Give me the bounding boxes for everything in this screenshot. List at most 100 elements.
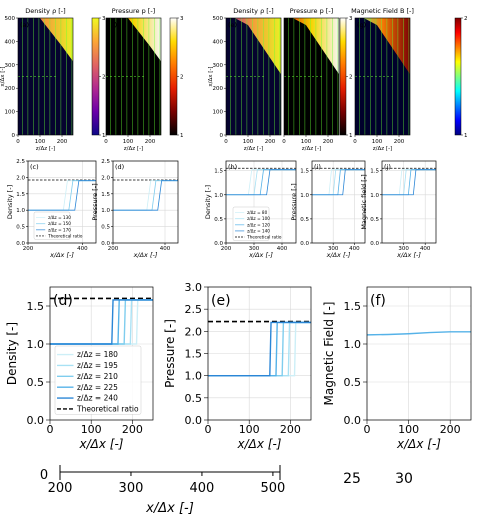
panel-label: (c) (30, 163, 39, 171)
series-line (113, 180, 178, 211)
x-tick-label: 200 (280, 423, 301, 436)
colorbar-tick-label: 2 (102, 75, 106, 81)
bottom-axis-label: x/Δx [-] (145, 501, 194, 516)
profile-panel-h: 200 300 400 x/Δx [-] 0.0 0.5 1.0 1.5 Density [-]… (204, 160, 297, 259)
y-tick-label: 500 (5, 16, 16, 22)
x-tick-label: 0 (353, 139, 357, 145)
x-tick-label: 300 (249, 246, 260, 252)
y-tick-label: 0.0 (370, 241, 379, 247)
y-tick-label: 0 (220, 133, 224, 139)
legend-entry: z/Δz = 240 (77, 394, 118, 403)
x-tick-label: 100 (301, 139, 312, 145)
legend-entry: Theoretical ratio (47, 233, 83, 238)
legend-entry: z/Δz = 150 (48, 221, 71, 226)
y-tick-label: 2.5 (185, 303, 203, 316)
series-line (28, 180, 96, 211)
colorbar-tick-label: 3 (102, 16, 106, 22)
colorbar-tick-label: 1 (102, 133, 106, 139)
legend-entry: z/Δz = 170 (48, 227, 71, 232)
bottom-axis-tick-label: 500 (260, 481, 285, 496)
heatmap-title: Pressure p [-] (112, 7, 155, 15)
bottom-axis-tick-label: 400 (190, 481, 215, 496)
series-line (50, 299, 153, 345)
x-axis-label: x/Δx [-] (237, 437, 282, 451)
y-tick-label: 0.5 (16, 225, 25, 231)
y-axis-label: Magnetic Field [-] (322, 302, 336, 406)
y-tick-label: 0.0 (300, 241, 309, 247)
plot-frame (112, 160, 179, 244)
plot-frame (366, 286, 472, 421)
bottom-axis-ytick: 0 (40, 468, 48, 483)
y-tick-label: 1.0 (185, 370, 203, 383)
series-line (28, 180, 96, 211)
y-tick-label: 0.5 (300, 217, 309, 223)
x-axis-label: z/Δz [-] (124, 146, 143, 152)
x-tick-label: 100 (81, 423, 102, 436)
y-tick-label: 2.5 (16, 159, 25, 165)
panel-label: (j) (384, 163, 391, 171)
heatmap-panel-label: (f) (286, 21, 293, 29)
stray-label-25: 25 (343, 471, 361, 487)
legend-entry: z/Δz = 210 (77, 372, 118, 381)
y-axis-label: Density [-] (204, 185, 212, 219)
y-tick-label: 1.5 (214, 169, 223, 175)
x-tick-label: 200 (145, 139, 156, 145)
x-tick-label: 0 (205, 423, 212, 436)
colorbar-tick-label: 1 (464, 133, 468, 139)
y-tick-label: 0 (12, 133, 16, 139)
panel-label: (i) (314, 163, 321, 171)
y-tick-label: 0.0 (185, 414, 203, 427)
legend-box (54, 345, 142, 415)
y-tick-label: 0.5 (370, 217, 379, 223)
series-line (312, 169, 365, 196)
legend-entry: z/Δz = 130 (48, 215, 71, 220)
x-tick-label: 200 (23, 246, 34, 252)
x-tick-label: 200 (108, 246, 119, 252)
y-tick-label: 3.0 (185, 281, 203, 294)
heatmap-frame (105, 17, 162, 136)
x-tick-label: 200 (323, 139, 334, 145)
bottom-axis-tick-label: 300 (119, 481, 144, 496)
series-line (312, 169, 365, 196)
heatmap-frame (17, 17, 74, 136)
heatmap-frame (354, 17, 411, 136)
y-tick-label: 0.0 (214, 241, 223, 247)
panel-label: (h) (228, 163, 237, 171)
y-tick-label: 400 (213, 39, 224, 45)
plot-frame (381, 160, 437, 244)
y-tick-label: 2.0 (16, 175, 25, 181)
x-axis-label: z/Δz [-] (302, 146, 321, 152)
x-axis-label: x/Δx [-] (49, 251, 74, 259)
y-tick-label: 1.0 (370, 193, 379, 199)
y-tick-label: 1.5 (27, 300, 45, 313)
x-tick-label: 200 (265, 139, 276, 145)
legend-entry: z/Δz = 140 (247, 228, 270, 233)
legend-entry: z/Δz = 120 (247, 222, 270, 227)
heatmap-panel-label: (b) (108, 21, 117, 29)
y-tick-label: 500 (213, 16, 224, 22)
y-axis-label: Pressure [-] (163, 319, 177, 388)
plot-frame (225, 160, 297, 244)
y-tick-label: 1.0 (27, 338, 45, 351)
x-tick-label: 0 (364, 423, 371, 436)
series-line (226, 169, 296, 196)
bottom-axis: 0 200 300 400 500 x/Δx [-] 25 30 (40, 465, 413, 516)
series-line (382, 169, 436, 196)
panel-label: (d) (115, 163, 124, 171)
x-tick-label: 100 (398, 423, 419, 436)
y-tick-label: 300 (5, 63, 16, 69)
y-axis-label: Density [-] (5, 322, 19, 385)
heatmap-title: Pressure p [-] (290, 7, 333, 15)
y-tick-label: 100 (5, 110, 16, 116)
heatmap-panel-label: (a) (20, 21, 29, 29)
y-tick-label: 1.5 (101, 192, 110, 198)
colorbar-tick-label: 1 (180, 133, 184, 139)
y-tick-label: 1.5 (185, 348, 203, 361)
y-tick-label: 200 (213, 86, 224, 92)
y-tick-label: 300 (213, 63, 224, 69)
x-tick-label: 200 (394, 139, 405, 145)
x-axis-label: x/Δx [-] (396, 251, 421, 259)
